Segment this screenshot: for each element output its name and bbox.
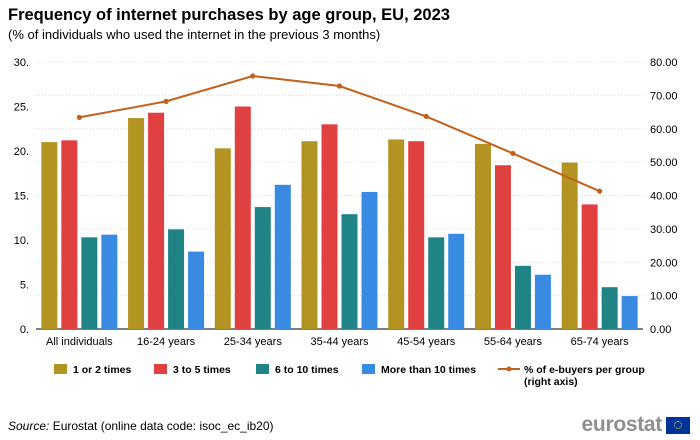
bar-1 <box>561 162 578 329</box>
x-axis-category-label: 35-44 years <box>310 336 369 348</box>
chart-title: Frequency of internet purchases by age g… <box>8 6 450 24</box>
right-axis-tick-label: 0.00 <box>650 324 671 336</box>
bar-2 <box>581 204 598 329</box>
left-axis-tick-label: 30. <box>14 57 29 69</box>
x-axis-category-label: 65-74 years <box>571 336 630 348</box>
bar-3 <box>81 237 98 329</box>
right-axis-tick-label: 60.00 <box>650 124 678 136</box>
x-axis-category-label: 25-34 years <box>224 336 283 348</box>
e-buyers-point <box>423 113 429 120</box>
legend-label: 3 to 5 times <box>173 364 231 376</box>
legend-label: 1 or 2 times <box>73 364 132 376</box>
left-axis-tick-label: 10. <box>14 235 29 247</box>
bar-2 <box>148 112 165 329</box>
legend-label: More than 10 times <box>381 364 476 376</box>
e-buyers-point <box>336 83 343 89</box>
e-buyers-point <box>250 73 256 79</box>
eurostat-logo: eurostat <box>582 413 690 437</box>
bar-line-chart: 0.00 10.00 20.00 30.00 40.00 50.00 60.00 70.00 8… <box>14 57 678 388</box>
x-axis-category-label: All individuals <box>46 336 113 348</box>
bar-4 <box>448 233 465 329</box>
bar-3 <box>341 214 358 329</box>
legend-swatch <box>54 364 67 374</box>
left-axis-tick-label: 5. <box>20 280 29 292</box>
legend-swatch <box>256 364 269 374</box>
x-axis-category-label: 45-54 years <box>397 336 456 348</box>
legend-label: 6 to 10 times <box>275 364 339 376</box>
bar-3 <box>254 207 271 329</box>
chart-subtitle: (% of individuals who used the internet … <box>8 27 381 42</box>
bar-1 <box>388 139 405 329</box>
left-axis-tick-label: 20. <box>14 146 29 158</box>
bar-2 <box>321 124 338 329</box>
logo-text: eurostat <box>581 413 663 436</box>
right-axis-tick-label: 70.00 <box>650 90 678 102</box>
bar-3 <box>514 265 531 329</box>
right-axis-tick-label: 20.00 <box>650 257 678 269</box>
bar-3 <box>428 237 445 329</box>
e-buyers-point <box>597 188 603 194</box>
right-axis-tick-label: 30.00 <box>650 224 678 236</box>
bar-1 <box>128 118 145 329</box>
x-axis-category-label: 55-64 years <box>484 336 543 348</box>
bar-2 <box>61 140 78 329</box>
eu-flag-icon <box>666 416 690 434</box>
bar-1 <box>301 141 318 329</box>
bar-1 <box>214 148 231 329</box>
source-label: Source: <box>8 419 50 433</box>
legend-line-label: (right axis) <box>524 376 578 388</box>
e-buyers-point <box>510 150 516 157</box>
right-axis-tick-label: 40.00 <box>650 191 678 203</box>
left-axis-tick-label: 15. <box>14 191 29 203</box>
legend-line-label: % of e-buyers per group <box>524 364 645 376</box>
right-axis-tick-label: 50.00 <box>650 157 678 169</box>
e-buyers-point <box>163 98 169 104</box>
source-note: Source: Eurostat (online data code: isoc… <box>8 419 274 433</box>
legend-swatch <box>154 364 167 374</box>
bar-4 <box>534 274 551 329</box>
source-text: Eurostat (online data code: isoc_ec_ib20… <box>49 419 274 433</box>
bar-1 <box>41 142 58 329</box>
right-axis-tick-label: 10.00 <box>650 291 678 303</box>
bar-3 <box>601 287 618 329</box>
x-axis-category-label: 16-24 years <box>137 336 196 348</box>
bar-4 <box>361 191 378 329</box>
bar-2 <box>234 106 251 329</box>
e-buyers-point <box>76 114 82 121</box>
legend-line-marker <box>506 366 512 372</box>
bar-2 <box>408 141 425 329</box>
bar-4 <box>621 296 638 329</box>
bar-4 <box>188 251 205 329</box>
right-axis-tick-label: 80.00 <box>650 57 678 69</box>
bar-3 <box>168 229 185 329</box>
bar-4 <box>274 184 291 329</box>
bar-1 <box>474 143 491 329</box>
legend-swatch <box>362 364 375 374</box>
bar-4 <box>101 234 118 329</box>
left-axis-tick-label: 0. <box>20 324 29 336</box>
bar-2 <box>494 165 511 329</box>
left-axis-tick-label: 25. <box>14 102 29 114</box>
